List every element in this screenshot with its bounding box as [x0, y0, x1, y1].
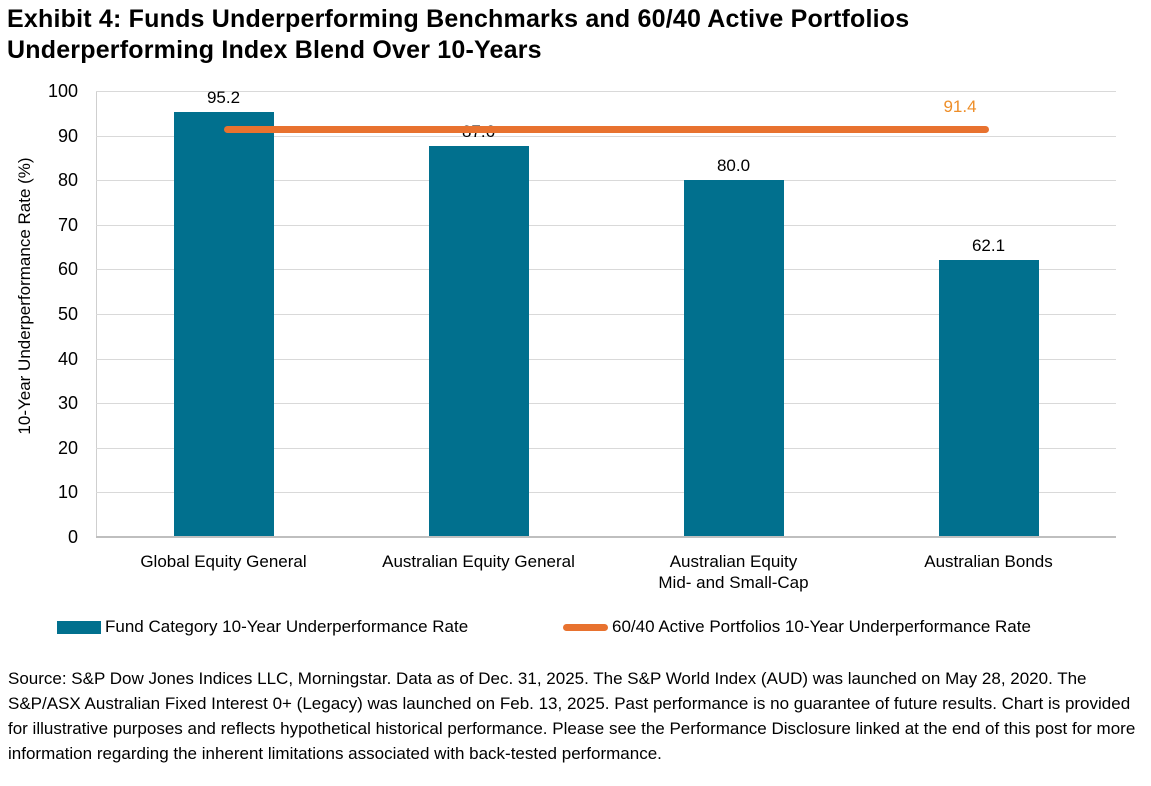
gridline-100: [96, 91, 1116, 92]
y-tick-label-30: 30: [57, 393, 78, 414]
x-axis-label-line: Australian Bonds: [924, 552, 1053, 571]
source-note: Source: S&P Dow Jones Indices LLC, Morni…: [8, 669, 1136, 763]
y-tick-label-40: 40: [57, 348, 78, 369]
line-series-swatch: [563, 623, 608, 631]
x-axis-label-2: Australian Equity General: [351, 551, 607, 572]
x-axis-label-line: Australian Equity General: [382, 552, 575, 571]
gridline-80: [96, 180, 1116, 182]
x-axis-labels: Global Equity General Australian Equity G…: [96, 551, 1116, 595]
bar-3: [683, 180, 784, 537]
y-tick-label-50: 50: [57, 304, 78, 324]
plot-area: 95.287.680.062.191.4: [96, 88, 1116, 538]
benchmark-value-label: 91.4: [943, 96, 977, 116]
y-axis-ticks: 0 10 20 30 40 50 60 70 80 90 100: [0, 82, 78, 546]
gridline-30: [96, 403, 1116, 405]
gridline-60: [96, 269, 1116, 271]
y-tick-label-70: 70: [57, 214, 78, 235]
legend-label-6040-portfolios: 60/40 Active Portfolios 10-Year Underper…: [612, 617, 1031, 636]
gridline-40: [96, 358, 1116, 360]
bar-4: [938, 260, 1039, 537]
bar-1: [173, 112, 274, 537]
legend-item-6040-portfolios: 60/40 Active Portfolios 10-Year Underper…: [563, 616, 1031, 638]
chart-title: Exhibit 4: Funds Underperforming Benchma…: [7, 5, 910, 64]
gridline-70: [96, 224, 1116, 226]
legend-item-fund-category: Fund Category 10-Year Underperformance R…: [57, 616, 468, 638]
gridline-90: [96, 135, 1116, 137]
x-axis-label-line: Mid- and Small-Cap: [658, 573, 809, 592]
bar-2: [428, 146, 529, 537]
gridline-50: [96, 314, 1116, 315]
bar-series-swatch: [57, 620, 101, 634]
benchmark-line: [223, 125, 989, 133]
x-axis-line: [96, 536, 1116, 538]
bar-value-label-4: 62.1: [971, 236, 1006, 256]
y-tick-label-90: 90: [57, 125, 78, 146]
y-tick-label-80: 80: [57, 170, 78, 191]
bar-value-label-3: 80.0: [716, 156, 751, 176]
x-axis-label-3: Australian Equity Mid- and Small-Cap: [606, 551, 862, 593]
y-tick-label-10: 10: [57, 482, 78, 503]
gridline-10: [96, 492, 1116, 494]
x-axis-label-1: Global Equity General: [96, 551, 352, 572]
x-axis-label-line: Global Equity General: [140, 552, 307, 571]
x-axis-label-line: Australian Equity: [669, 552, 798, 571]
y-tick-label-100: 100: [47, 81, 78, 101]
x-axis-label-4: Australian Bonds: [861, 551, 1117, 572]
legend-label-fund-category: Fund Category 10-Year Underperformance R…: [105, 617, 469, 636]
y-tick-label-60: 60: [57, 259, 78, 280]
y-tick-label-20: 20: [57, 437, 78, 458]
bar-value-label-1: 95.2: [206, 88, 241, 108]
gridline-20: [96, 447, 1116, 449]
y-tick-label-0: 0: [67, 527, 78, 547]
